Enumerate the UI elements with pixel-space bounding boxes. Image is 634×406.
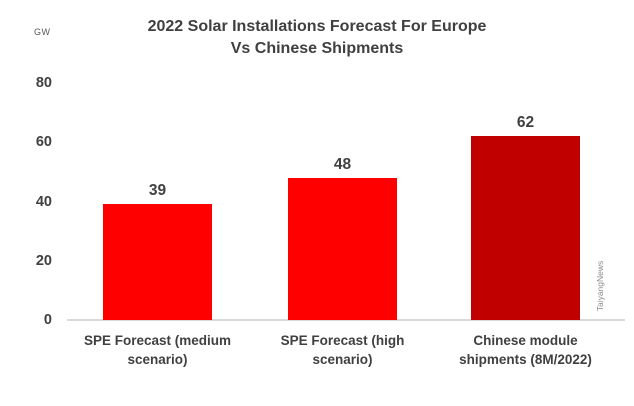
bar-value-label: 39 [148, 182, 167, 200]
y-axis-unit-label: GW [34, 27, 51, 37]
y-tick-label: 80 [35, 75, 52, 91]
bar-value-label: 62 [516, 114, 535, 132]
chart-title-line2: Vs Chinese Shipments [230, 40, 404, 57]
chart-title-line1: 2022 Solar Installations Forecast For Eu… [147, 18, 487, 35]
watermark: TaiyangNews [595, 260, 605, 312]
y-tick-label: 60 [35, 134, 52, 151]
y-tick-label: 20 [35, 252, 52, 269]
y-tick-label: 40 [35, 193, 52, 210]
category-label: SPE Forecast (medium scenario) [83, 333, 232, 367]
x-axis-line [67, 319, 625, 321]
bar [288, 177, 397, 320]
chart-title: 2022 Solar Installations Forecast For Eu… [0, 16, 634, 60]
bar [103, 204, 212, 320]
y-tick-label: 0 [43, 312, 52, 328]
bar [471, 136, 580, 320]
bar-value-label: 48 [333, 155, 352, 173]
category-label: Chinese module shipments (8M/2022) [459, 333, 592, 367]
category-label: SPE Forecast (high scenario) [280, 333, 405, 367]
